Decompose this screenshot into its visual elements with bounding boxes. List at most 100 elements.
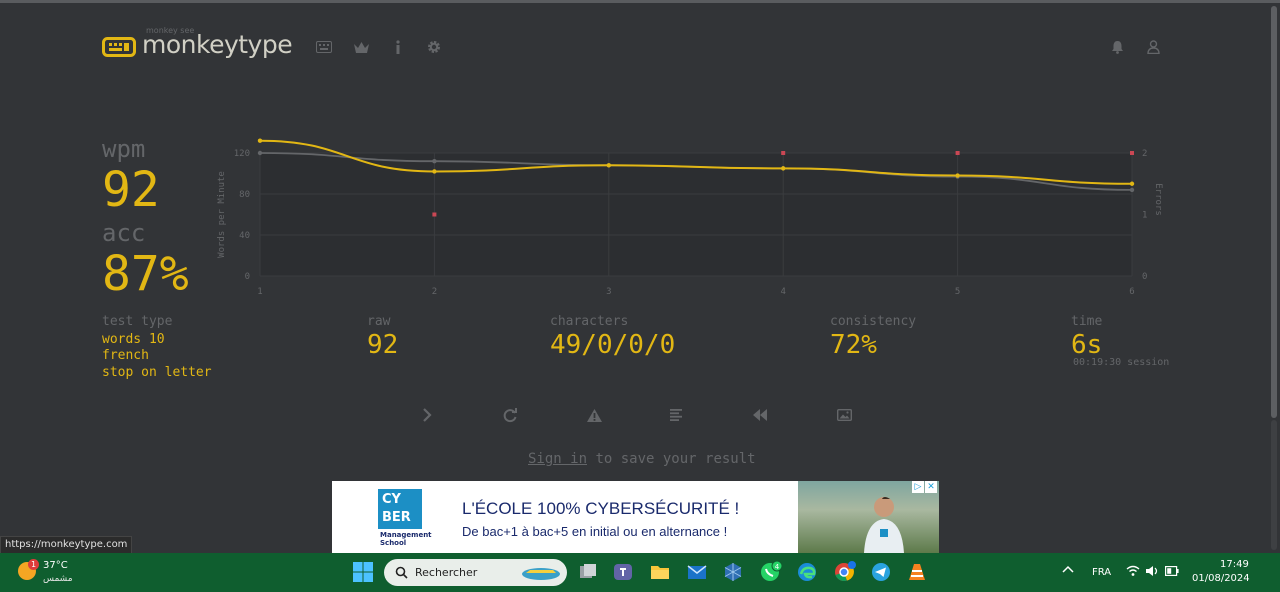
user-icon[interactable] [1144, 38, 1162, 56]
chrome-icon[interactable] [833, 561, 856, 583]
task-view-icon[interactable] [577, 561, 599, 583]
edge-icon[interactable] [796, 561, 818, 583]
chart-point-wpm [1129, 181, 1135, 186]
gear-icon[interactable] [425, 38, 443, 56]
chart-y-tick-label: 120 [234, 149, 250, 159]
chart-error-marker [432, 212, 437, 217]
chart-y2-axis-title: Errors [1153, 183, 1163, 216]
window-top-border [0, 0, 1280, 3]
signin-link[interactable]: Sign in [528, 451, 588, 467]
chart-point-wpm [606, 163, 611, 168]
chart-point-raw [1129, 187, 1135, 193]
taskbar: 1 37°C مشمس Rechercher 4 FRA [0, 553, 1280, 592]
words-history-icon[interactable] [667, 405, 687, 425]
test-type-stop: stop on letter [102, 365, 212, 380]
acc-value: 87% [102, 246, 189, 302]
signin-prompt: Sign in to save your result [528, 451, 756, 467]
raw-label: raw [367, 314, 391, 329]
chart-point-raw [257, 150, 263, 156]
keyboard-language[interactable]: FRA [1092, 567, 1112, 578]
characters-value: 49/0/0/0 [550, 330, 676, 360]
chart-error-marker [781, 151, 786, 155]
ad-person-image [864, 497, 904, 553]
logo-keyboard-icon[interactable] [102, 37, 136, 61]
clock-time[interactable]: 17:49 [1220, 559, 1249, 570]
raw-value: 92 [367, 330, 399, 360]
ad-logo-line: CY [382, 492, 401, 507]
taskbar-search[interactable]: Rechercher [384, 559, 567, 586]
telegram-icon[interactable] [870, 561, 892, 583]
search-highlight-icon [522, 568, 560, 580]
status-url-tooltip: https://monkeytype.com [0, 536, 133, 554]
info-icon[interactable] [389, 38, 407, 56]
chart-x-tick-label: 5 [955, 287, 960, 297]
ad-logo-subtitle: Management School [380, 531, 432, 547]
chart-error-marker [1130, 151, 1134, 155]
virtualbox-icon[interactable] [722, 561, 744, 583]
next-test-icon[interactable] [417, 405, 437, 425]
chart-x-tick-label: 6 [1129, 287, 1134, 297]
ad-description[interactable]: De bac+1 à bac+5 en initial ou en altern… [462, 524, 728, 539]
consistency-label: consistency [830, 314, 917, 329]
weather-badge: 1 [28, 559, 39, 570]
ad-logo-sub-line: School [380, 539, 407, 547]
clock-date[interactable]: 01/08/2024 [1192, 573, 1250, 584]
characters-label: characters [550, 314, 629, 329]
ad-choices-icon[interactable]: ▷ [912, 481, 924, 493]
chart-plot-area [260, 153, 1132, 276]
chart-y2-tick-label: 0 [1142, 272, 1147, 282]
chart-y-tick-label: 40 [239, 231, 250, 241]
chart-point-wpm [257, 138, 263, 143]
ad-close-icon[interactable]: ✕ [925, 481, 937, 493]
chart-y-tick-label: 80 [239, 190, 250, 200]
chart-point-wpm [432, 169, 437, 174]
wpm-value: 92 [102, 162, 160, 218]
weather-temperature[interactable]: 37°C [43, 560, 68, 571]
vlc-icon[interactable] [906, 561, 928, 583]
whatsapp-icon[interactable]: 4 [759, 560, 783, 583]
chart-error-marker [955, 151, 960, 155]
weather-description[interactable]: مشمس [43, 574, 73, 584]
chart-y-tick-label: 0 [245, 272, 250, 282]
signin-rest: to save your result [587, 451, 756, 467]
windows-start-icon[interactable] [352, 561, 374, 583]
chart-y2-tick-label: 1 [1142, 211, 1147, 221]
logo-title[interactable]: monkeytype [142, 30, 293, 59]
scrollbar-thumb[interactable] [1271, 6, 1277, 418]
test-type-label: test type [102, 314, 173, 329]
ad-logo-line: BER [382, 510, 411, 525]
ad-photo [798, 481, 939, 553]
chart-y2-tick-label: 2 [1142, 149, 1147, 159]
chart-point-wpm [781, 166, 786, 171]
ad-title[interactable]: L'ÉCOLE 100% CYBERSÉCURITÉ ! [462, 499, 740, 518]
time-value: 6s [1071, 330, 1103, 360]
volume-icon[interactable] [1145, 565, 1159, 580]
crown-icon[interactable] [352, 38, 370, 56]
tray-chevron-up-icon[interactable] [1062, 564, 1074, 577]
scrollbar-track[interactable] [1271, 420, 1277, 550]
wpm-label: wpm [102, 135, 146, 163]
chart-point-raw [432, 159, 437, 164]
replay-icon[interactable] [750, 405, 770, 425]
acc-label: acc [102, 219, 146, 247]
chart-x-tick-label: 3 [606, 287, 611, 297]
teams-icon[interactable] [612, 561, 634, 583]
screenshot-icon[interactable] [834, 405, 854, 425]
test-type-language: french [102, 348, 149, 363]
mail-icon[interactable] [686, 561, 708, 583]
chart-y-axis-title: Words per Minute [217, 171, 227, 258]
logo-subtitle: monkey see [146, 26, 195, 35]
restart-icon[interactable] [500, 405, 520, 425]
consistency-value: 72% [830, 330, 877, 360]
header: monkey see monkeytype [102, 26, 1162, 66]
chart-series-line-wpm [259, 139, 1133, 185]
battery-icon[interactable] [1165, 566, 1179, 579]
ad-choices[interactable]: ▷ ✕ [912, 481, 937, 493]
bell-icon[interactable] [1108, 38, 1126, 56]
report-icon[interactable] [584, 405, 604, 425]
wifi-icon[interactable] [1126, 565, 1140, 580]
ad-banner[interactable]: CY BER Management School L'ÉCOLE 100% CY… [332, 481, 939, 553]
file-explorer-icon[interactable] [649, 561, 671, 583]
keyboard-icon[interactable] [315, 38, 333, 56]
